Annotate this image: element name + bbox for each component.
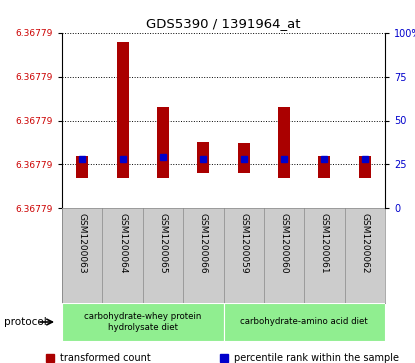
- Text: GSM1200062: GSM1200062: [360, 213, 369, 273]
- Bar: [62, 303, 224, 341]
- Text: transformed count: transformed count: [60, 353, 151, 363]
- Text: GSM1200060: GSM1200060: [280, 213, 288, 273]
- Text: GSM1200064: GSM1200064: [118, 213, 127, 273]
- Text: GSM1200059: GSM1200059: [239, 213, 248, 273]
- Text: GSM1200061: GSM1200061: [320, 213, 329, 273]
- Bar: [238, 143, 250, 173]
- Text: GSM1200063: GSM1200063: [78, 213, 87, 273]
- Text: carbohydrate-whey protein
hydrolysate diet: carbohydrate-whey protein hydrolysate di…: [84, 312, 201, 332]
- Title: GDS5390 / 1391964_at: GDS5390 / 1391964_at: [146, 17, 301, 30]
- Text: protocol: protocol: [4, 317, 47, 327]
- Bar: [117, 42, 129, 178]
- Bar: [318, 155, 330, 178]
- Bar: [278, 106, 290, 178]
- Text: GSM1200065: GSM1200065: [159, 213, 167, 273]
- Bar: [197, 142, 210, 173]
- Bar: [359, 155, 371, 178]
- Bar: [157, 106, 169, 178]
- Text: GSM1200066: GSM1200066: [199, 213, 208, 273]
- Text: carbohydrate-amino acid diet: carbohydrate-amino acid diet: [240, 318, 368, 326]
- Text: percentile rank within the sample: percentile rank within the sample: [234, 353, 400, 363]
- Bar: [76, 155, 88, 178]
- Bar: [224, 303, 385, 341]
